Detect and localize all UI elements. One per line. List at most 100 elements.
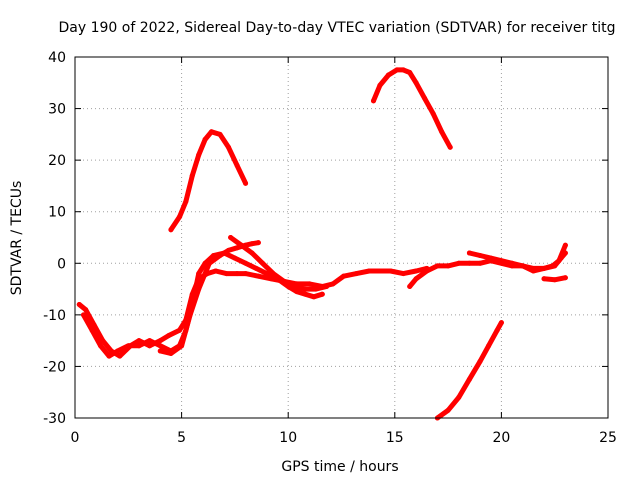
data-point xyxy=(206,260,212,266)
grid-lines xyxy=(75,57,608,418)
data-point xyxy=(217,131,223,137)
data-point xyxy=(223,271,229,277)
y-tick-label: -20 xyxy=(43,359,66,375)
data-point xyxy=(562,275,568,281)
data-point xyxy=(260,260,266,266)
y-tick-label: -30 xyxy=(43,411,66,427)
data-point xyxy=(562,250,568,256)
data-point xyxy=(498,320,504,326)
plot-frame xyxy=(74,56,609,419)
data-point xyxy=(249,241,255,247)
data-point xyxy=(98,343,104,349)
data-point xyxy=(330,281,336,287)
data-point xyxy=(302,291,308,297)
data-point xyxy=(447,144,453,150)
data-point xyxy=(541,265,547,271)
y-tick-label: 10 xyxy=(48,205,66,221)
data-point xyxy=(196,152,202,158)
data-point xyxy=(168,351,174,357)
data-point xyxy=(226,247,232,253)
data-point xyxy=(494,327,500,333)
data-point xyxy=(243,180,249,186)
data-point xyxy=(541,276,547,282)
data-point xyxy=(413,268,419,274)
data-point xyxy=(166,332,172,338)
data-point xyxy=(313,286,319,292)
data-point xyxy=(147,343,153,349)
x-tick-label: 0 xyxy=(71,430,80,446)
data-point xyxy=(100,338,106,344)
data-point xyxy=(562,242,568,248)
data-point xyxy=(189,173,195,179)
data-point xyxy=(253,265,259,271)
y-axis-ticks: -30 -20 -10 0 10 20 30 40 xyxy=(43,50,608,427)
data-point xyxy=(341,273,347,279)
data-point xyxy=(147,338,153,344)
data-point xyxy=(243,271,249,277)
data-point xyxy=(400,271,406,277)
data-point xyxy=(117,353,123,359)
y-tick-label: 0 xyxy=(57,256,66,272)
data-point xyxy=(226,144,232,150)
data-point xyxy=(466,376,472,382)
data-point xyxy=(76,302,82,308)
data-point xyxy=(168,227,174,233)
data-point xyxy=(498,258,504,264)
series-arc-1 xyxy=(76,265,430,359)
data-point xyxy=(370,98,376,104)
data-point xyxy=(176,327,182,333)
data-point xyxy=(202,137,208,143)
data-point xyxy=(232,255,238,261)
x-tick-label: 10 xyxy=(279,430,297,446)
data-point xyxy=(83,307,89,313)
data-point xyxy=(196,286,202,292)
data-point xyxy=(530,265,536,271)
data-point xyxy=(377,82,383,88)
data-point xyxy=(255,240,261,246)
data-point xyxy=(377,268,383,274)
y-tick-label: 20 xyxy=(48,153,66,169)
data-point xyxy=(558,255,564,261)
data-point xyxy=(136,343,142,349)
data-point xyxy=(407,283,413,289)
data-point xyxy=(208,129,214,135)
series-arc-10 xyxy=(434,320,504,421)
data-point xyxy=(249,250,255,256)
data-point xyxy=(106,353,112,359)
data-point xyxy=(466,250,472,256)
data-point xyxy=(439,129,445,135)
data-point xyxy=(157,343,163,349)
data-point xyxy=(238,242,244,248)
data-point xyxy=(407,69,413,75)
data-point xyxy=(388,268,394,274)
data-point xyxy=(353,271,359,277)
data-point xyxy=(157,338,163,344)
data-point xyxy=(430,111,436,117)
series-arc-5 xyxy=(168,129,249,233)
series-arc-4 xyxy=(228,235,330,292)
data-point xyxy=(456,260,462,266)
data-point xyxy=(81,312,87,318)
data-point xyxy=(520,263,526,269)
data-point xyxy=(125,343,131,349)
y-tick-label: -10 xyxy=(43,308,66,324)
data-point xyxy=(264,271,270,277)
x-tick-label: 20 xyxy=(492,430,510,446)
data-point xyxy=(434,263,440,269)
data-point xyxy=(385,72,391,78)
x-tick-label: 5 xyxy=(177,430,186,446)
data-point xyxy=(136,338,142,344)
data-point xyxy=(213,268,219,274)
data-point xyxy=(445,263,451,269)
data-point xyxy=(187,312,193,318)
x-tick-label: 15 xyxy=(386,430,404,446)
data-point xyxy=(488,255,494,261)
data-point xyxy=(477,358,483,364)
data-point xyxy=(486,343,492,349)
y-tick-label: 30 xyxy=(48,102,66,118)
data-point xyxy=(281,278,287,284)
series-arc-2 xyxy=(81,250,325,359)
data-point xyxy=(91,322,97,328)
data-point xyxy=(422,95,428,101)
